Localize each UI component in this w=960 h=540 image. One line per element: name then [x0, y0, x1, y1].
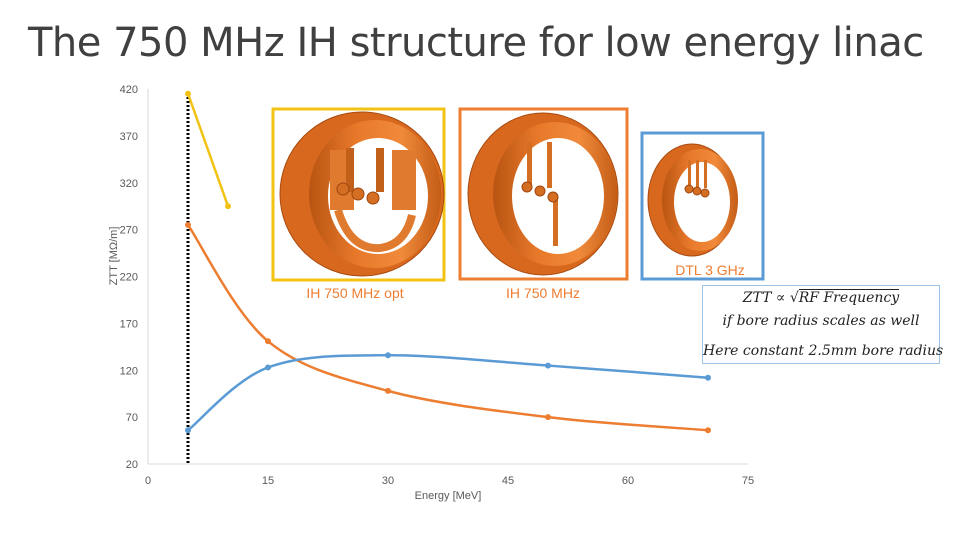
y-tick-labels: 20 70 120 170 220 270 320 370 420	[120, 84, 138, 471]
y-tick-label: 270	[120, 225, 138, 237]
data-point-ih-750-mhz-opt	[705, 427, 711, 434]
data-point-ih-750-mhz	[385, 352, 391, 359]
y-tick-label: 220	[120, 272, 138, 284]
data-point-ih-750-mhz-opt	[385, 387, 391, 394]
panel-dtl-3ghz-label: DTL 3 GHz	[675, 262, 745, 278]
formula-ztt: ZTT	[742, 290, 772, 306]
formula-line-1: ZTT ∝ √RF Frequency	[703, 289, 939, 306]
formula-line-2: if bore radius scales as well	[722, 313, 920, 329]
formula-radicand: RF Frequency	[798, 289, 900, 306]
cavity-illustration-ih-750	[467, 112, 619, 276]
series-line-ih-750-mhz	[187, 353, 709, 432]
data-point-dtl-3-ghz	[225, 203, 231, 210]
y-tick-label: 420	[120, 84, 138, 96]
cavity-illustration-dtl-3ghz	[647, 143, 738, 257]
panel-ih-750-opt-label: IH 750 MHz opt	[306, 285, 403, 301]
x-tick-label: 0	[145, 475, 151, 487]
data-point-ih-750-mhz	[705, 374, 711, 381]
y-tick-label: 70	[126, 412, 138, 424]
cavity-illustration-ih-750-opt	[279, 111, 445, 277]
y-axis-title: ZTT [MΩ/m]	[108, 227, 120, 286]
y-tick-label: 20	[126, 459, 138, 471]
data-point-ih-750-mhz	[265, 364, 271, 371]
panel-dtl-3ghz-border	[640, 131, 765, 281]
series-line-dtl-3-ghz	[186, 93, 230, 207]
x-tick-label: 45	[502, 475, 514, 487]
panel-dtl-3ghz: DTL 3 GHz	[640, 131, 765, 281]
data-point-ih-750-mhz-opt	[185, 221, 191, 228]
x-tick-label: 75	[742, 475, 754, 487]
x-tick-label: 30	[382, 475, 394, 487]
formula-line-3: Here constant 2.5mm bore radius	[703, 343, 944, 359]
chart-axes	[147, 89, 748, 465]
x-tick-label: 60	[622, 475, 634, 487]
x-axis-title: Energy [MeV]	[415, 490, 482, 502]
data-point-ih-750-mhz	[185, 427, 191, 434]
data-point-ih-750-mhz-opt	[545, 414, 551, 421]
panel-ih-750-opt: IH 750 MHz opt	[271, 107, 446, 301]
slide-title: The 750 MHz IH structure for low energy …	[28, 20, 924, 66]
panel-ih-750: IH 750 MHz	[458, 107, 629, 301]
data-point-ih-750-mhz	[545, 362, 551, 369]
formula-sqrt-sign: √	[789, 290, 799, 306]
y-tick-label: 370	[120, 131, 138, 143]
panel-ih-750-label: IH 750 MHz	[506, 285, 580, 301]
y-tick-label: 170	[120, 318, 138, 330]
chart-series	[185, 90, 711, 434]
data-point-ih-750-mhz-opt	[265, 338, 271, 345]
x-tick-labels: 0 15 30 45 60 75	[145, 475, 754, 487]
y-tick-label: 120	[120, 365, 138, 377]
formula-proportional-symbol: ∝	[775, 290, 786, 306]
series-line-ih-750-mhz-opt	[186, 224, 709, 432]
panel-ih-750-border	[458, 107, 629, 281]
x-tick-label: 15	[262, 475, 274, 487]
y-tick-label: 320	[120, 178, 138, 190]
data-point-dtl-3-ghz	[185, 90, 191, 97]
formula-box: ZTT ∝ √RF Frequency if bore radius scale…	[702, 285, 944, 364]
